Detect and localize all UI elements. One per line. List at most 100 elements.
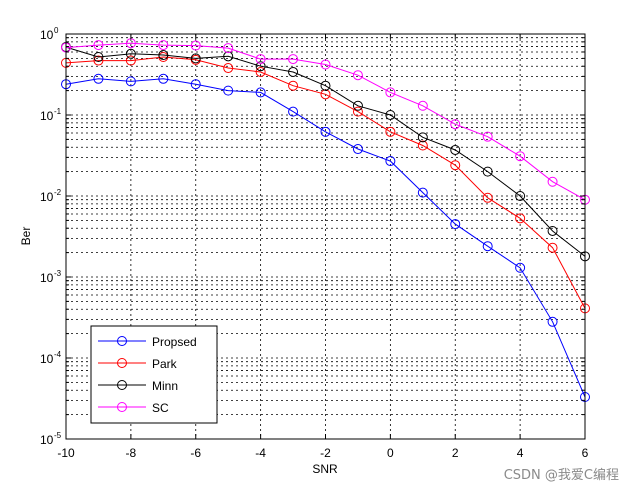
y-tick-exponent: 0	[54, 26, 59, 35]
data-point-marker	[515, 191, 526, 201]
data-point-marker	[450, 144, 461, 155]
data-point-marker	[93, 55, 104, 66]
data-point-marker	[417, 187, 428, 198]
y-tick-base: 10	[40, 433, 54, 447]
grid	[66, 34, 585, 439]
data-point-marker	[482, 131, 493, 142]
x-axis-label: SNR	[312, 462, 338, 476]
legend: Propsed Park Minn SC	[90, 325, 218, 424]
data-point-marker	[482, 166, 493, 177]
data-point-marker	[288, 66, 299, 77]
data-point-marker	[450, 119, 461, 130]
y-tick-label: 10 0	[40, 26, 59, 42]
y-tick-label: 10 -2	[40, 188, 62, 204]
data-point-marker	[93, 40, 104, 51]
data-point-marker	[255, 87, 266, 98]
data-point-marker	[352, 144, 363, 155]
series-line-minn	[65, 46, 586, 257]
data-point-marker	[385, 156, 396, 167]
data-point-marker	[223, 43, 234, 54]
x-tick-label: -8	[126, 446, 137, 460]
y-tick-base: 10	[40, 352, 54, 366]
data-point-marker	[320, 59, 331, 70]
data-point-marker	[223, 85, 234, 96]
data-point-marker	[125, 76, 136, 87]
x-tick-label: -2	[320, 446, 331, 460]
data-point-marker	[547, 316, 558, 327]
y-tick-base: 10	[40, 271, 54, 285]
legend-marker	[117, 336, 127, 346]
legend-entry-minn: Minn	[98, 379, 178, 393]
data-point-marker	[125, 55, 136, 66]
y-tick-exponent: -5	[54, 431, 62, 440]
series-line-propsed	[65, 78, 586, 398]
data-point-marker	[450, 219, 461, 230]
legend-entry-propsed: Propsed	[98, 335, 197, 349]
data-point-marker	[158, 40, 169, 51]
data-point-marker	[450, 160, 461, 171]
data-point-marker	[158, 73, 169, 84]
data-point-marker	[288, 54, 299, 65]
data-point-marker	[93, 73, 104, 84]
data-point-marker	[547, 225, 558, 236]
data-point-marker	[515, 213, 526, 224]
legend-marker	[117, 402, 127, 412]
data-point-marker	[417, 140, 428, 151]
data-point-marker	[547, 176, 558, 187]
legend-label: Minn	[152, 379, 178, 393]
data-point-marker	[158, 50, 169, 61]
data-point-marker	[223, 63, 234, 74]
series-sc	[61, 38, 590, 205]
series-park	[61, 52, 590, 314]
data-point-marker	[93, 52, 104, 63]
data-point-marker	[255, 61, 266, 72]
data-point-marker	[125, 48, 136, 59]
data-point-marker	[352, 100, 363, 111]
data-point-marker	[255, 66, 266, 77]
x-tick-label: -4	[255, 446, 266, 460]
series-line-park	[65, 56, 586, 309]
y-tick-exponent: -4	[54, 350, 62, 359]
legend-marker	[117, 380, 127, 390]
y-tick-label: 10 -5	[40, 431, 62, 447]
y-tick-base: 10	[40, 109, 54, 123]
y-tick-label: 10 -3	[40, 269, 62, 285]
data-point-marker	[320, 80, 331, 91]
data-point-marker	[515, 151, 526, 162]
data-point-marker	[320, 126, 331, 137]
data-point-marker	[352, 70, 363, 81]
data-point-marker	[385, 87, 396, 98]
data-point-marker	[255, 54, 266, 65]
legend-entry-park: Park	[98, 357, 178, 371]
data-point-marker	[547, 242, 558, 253]
y-tick-exponent: -2	[54, 188, 62, 197]
data-point-marker	[190, 79, 201, 90]
data-point-marker	[417, 132, 428, 143]
data-point-marker	[288, 80, 299, 91]
y-axis-label: Ber	[19, 227, 33, 246]
legend-marker	[117, 358, 127, 368]
data-point-marker	[190, 40, 201, 51]
x-tick-label: 0	[387, 446, 394, 460]
data-point-marker	[352, 106, 363, 117]
data-point-marker	[288, 106, 299, 117]
watermark-text: CSDN @我爱C编程	[504, 468, 619, 483]
data-point-marker	[385, 110, 396, 120]
data-point-marker	[515, 262, 526, 273]
x-tick-label: 6	[582, 446, 589, 460]
x-tick-label: -10	[57, 446, 75, 460]
data-point-marker	[482, 192, 493, 203]
legend-label: Propsed	[152, 335, 197, 349]
data-point-marker	[417, 100, 428, 111]
data-point-marker	[385, 126, 396, 137]
series-line-sc	[65, 42, 586, 201]
y-tick-base: 10	[40, 190, 54, 204]
y-tick-base: 10	[40, 28, 54, 42]
y-tick-label: 10 -1	[40, 107, 62, 123]
legend-entry-sc: SC	[98, 401, 169, 415]
x-tick-label: 2	[452, 446, 459, 460]
y-tick-label: 10 -4	[40, 350, 62, 366]
x-tick-label: -6	[190, 446, 201, 460]
